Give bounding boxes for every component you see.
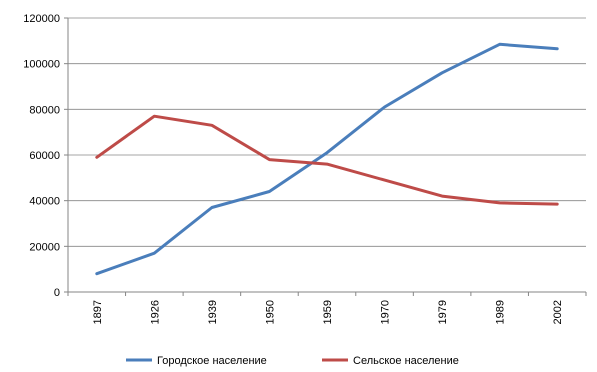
y-tick-label: 80000 [29,104,60,116]
gridlines [68,17,586,247]
series-line-1 [95,42,559,276]
data-series [95,42,559,276]
legend-label: Сельское население [353,355,459,367]
y-tick-label: 100000 [23,59,60,71]
y-tick-label: 20000 [29,241,60,253]
x-tick-label: 1950 [264,300,276,324]
y-tick-label: 60000 [29,150,60,162]
x-tick-label: 1926 [149,300,161,324]
legend: Городское население Сельское население [126,355,459,367]
axes [64,17,587,296]
x-tick-label: 1959 [322,300,334,324]
legend-label: Городское население [157,355,267,367]
x-tick-label: 1970 [380,300,392,324]
x-tick-label: 2002 [552,300,564,324]
y-axis-tick-labels: 0 20000 40000 60000 80000 100000 120000 [23,13,60,299]
x-axis-tick-labels: 1897 1926 1939 1950 1959 1970 1979 1989 2002 [92,300,564,324]
y-tick-label: 120000 [23,13,60,25]
x-tick-label: 1979 [437,300,449,324]
x-tick-label: 1897 [92,300,104,324]
x-tick-label: 1939 [207,300,219,324]
y-tick-label: 40000 [29,196,60,208]
series-line-2 [95,114,559,206]
x-tick-label: 1989 [495,300,507,324]
y-tick-label: 0 [54,287,60,299]
